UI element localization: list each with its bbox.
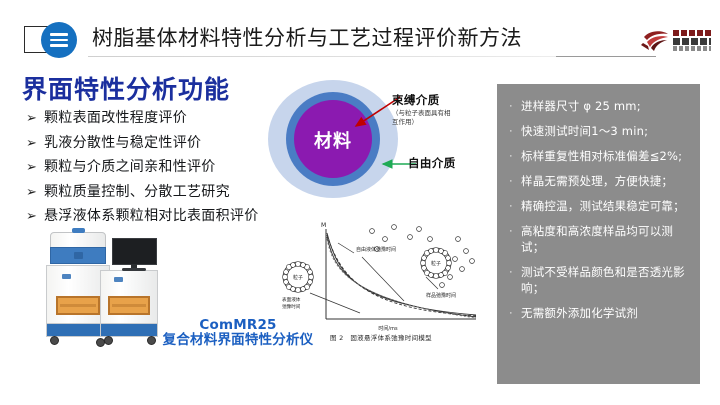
brand-logo (640, 28, 711, 56)
monitor-stand (122, 268, 146, 271)
list-item-label: 快速测试时间1～3 min; (521, 124, 649, 138)
list-item: ➢ 颗粒与介质之间亲和性评价 (26, 159, 316, 176)
list-item-label: 颗粒表面改性程度评价 (44, 110, 187, 126)
instrument-caption: ComMR25 复合材料界面特性分析仪 (158, 318, 318, 348)
instrument-brand-mark (114, 277, 123, 282)
instrument-caster (147, 336, 156, 345)
material-core-label: 材料 (314, 131, 352, 152)
monitor-neck (131, 264, 137, 269)
list-item-label: 测试不受样品颜色和是否透光影响； (521, 265, 685, 295)
instrument-drawer-knob (74, 252, 83, 259)
bound-medium-arrow (354, 96, 401, 127)
instrument-caster (50, 336, 59, 345)
hamburger-icon[interactable] (41, 22, 77, 58)
relaxation-time-figure: M 时间/ms 自由液体弛豫时间 表面液体 弛豫时间 样品弛豫时间 (282, 222, 477, 332)
specs-panel: · 进样器尺寸 φ 25 mm; · 快速测试时间1～3 min; · 标样重复… (497, 84, 700, 384)
instrument-brand-mark (62, 274, 71, 279)
page-title: 树脂基体材料特性分析与工艺过程评价新方法 (92, 26, 522, 50)
material-core-circle: 材料 (294, 100, 372, 178)
instrument-caster (104, 336, 113, 345)
logo-wordmark (673, 30, 711, 51)
list-item-label: 无需额外添加化学试剂 (521, 306, 638, 320)
instrument-name: 复合材料界面特性分析仪 (162, 332, 314, 348)
figure-label-sample: 样品弛豫时间 (426, 292, 456, 299)
figure-free-molecules (369, 224, 475, 288)
monitor-screen (112, 238, 157, 265)
figure-label-surface: 表面液体 (282, 296, 301, 303)
figure-label-surface2: 弛豫时间 (282, 303, 301, 310)
list-item: · 快速测试时间1～3 min; (497, 123, 700, 139)
instrument-model: ComMR25 (199, 317, 277, 333)
instrument-base-right (100, 323, 158, 337)
bullet-arrow-icon: ➢ (26, 209, 37, 224)
list-item-label: 精确控温，测试结果稳定可靠； (521, 199, 685, 213)
instrument-window-right (108, 296, 150, 315)
bound-medium-title: 束缚介质 (392, 93, 440, 107)
figure-particle-right: 粒子 (420, 247, 452, 279)
bullet-dot-icon: · (509, 200, 513, 212)
instrument-handle (72, 228, 85, 233)
list-item: · 无需额外添加化学试剂 (497, 305, 700, 321)
list-item-label: 进样器尺寸 φ 25 mm; (521, 99, 641, 113)
list-item: ➢ 乳液分散性与稳定性评价 (26, 135, 316, 152)
figure-particle-left: 粒子 (282, 261, 314, 293)
diagram-arrows (354, 96, 416, 169)
list-item: · 精确控温，测试结果稳定可靠； (497, 198, 700, 214)
specs-list: · 进样器尺寸 φ 25 mm; · 快速测试时间1～3 min; · 标样重复… (497, 84, 700, 321)
list-item: ➢ 颗粒质量控制、分散工艺研究 (26, 184, 316, 201)
bound-medium-note: （与粒子表面具有相互作用） (392, 109, 451, 126)
bullet-arrow-icon: ➢ (26, 135, 37, 151)
list-item: ➢ 颗粒表面改性程度评价 (26, 110, 316, 127)
feature-list: ➢ 颗粒表面改性程度评价 ➢ 乳液分散性与稳定性评价 ➢ 颗粒与介质之间亲和性评… (26, 110, 316, 233)
bullet-arrow-icon: ➢ (26, 111, 37, 126)
list-item-label: 乳液分散性与稳定性评价 (44, 134, 202, 151)
list-item-label: 悬浮液体系颗粒相对比表面积评价 (44, 208, 259, 224)
instrument-photo (34, 228, 184, 356)
list-item: ➢ 悬浮液体系颗粒相对比表面积评价 (26, 208, 316, 225)
figure-y-axis-label: M (321, 222, 326, 229)
bullet-dot-icon: · (509, 225, 513, 237)
bullet-dot-icon: · (509, 125, 513, 137)
list-item-label: 颗粒质量控制、分散工艺研究 (44, 183, 230, 200)
free-medium-label: 自由介质 (408, 156, 456, 170)
header-divider (88, 56, 648, 57)
svg-text:粒子: 粒子 (293, 274, 303, 281)
bullet-dot-icon: · (509, 307, 513, 319)
bullet-dot-icon: · (509, 150, 513, 162)
section-title: 界面特性分析功能 (22, 75, 231, 104)
figure-caption: 图 2 固液悬浮体系弛豫时间模型 (329, 334, 432, 342)
bullet-dot-icon: · (509, 266, 513, 278)
medium-structure-diagram: 材料 (268, 80, 398, 198)
figure-label-free: 自由液体弛豫时间 (356, 246, 396, 253)
svg-text:粒子: 粒子 (431, 260, 441, 267)
slide-header: 树脂基体材料特性分析与工艺过程评价新方法 (0, 0, 720, 62)
list-item: · 标样重复性相对标准偏差≦2%; (497, 148, 700, 164)
list-item-label: 颗粒与介质之间亲和性评价 (44, 159, 216, 175)
list-item: · 进样器尺寸 φ 25 mm; (497, 98, 700, 114)
list-item-label: 样晶无需预处理，方便快捷； (521, 174, 674, 188)
bound-medium-label: 束缚介质 （与粒子表面具有相互作用） (392, 92, 482, 126)
list-item-label: 高粘度和高浓度样品均可以测试； (521, 224, 674, 254)
rog-eye-icon (641, 31, 668, 51)
bullet-arrow-icon: ➢ (26, 160, 37, 175)
list-item: · 样晶无需预处理，方便快捷； (497, 173, 700, 189)
bullet-arrow-icon: ➢ (26, 184, 37, 200)
figure-x-axis-label: 时间/ms (378, 325, 398, 332)
list-item-label: 标样重复性相对标准偏差≦2%; (521, 149, 683, 163)
list-item: · 高粘度和高浓度样品均可以测试； (497, 223, 700, 255)
instrument-window-left (56, 296, 100, 315)
bullet-dot-icon: · (509, 100, 513, 112)
bullet-dot-icon: · (509, 175, 513, 187)
header-divider-accent (556, 56, 656, 57)
list-item: · 测试不受样品颜色和是否透光影响； (497, 264, 700, 296)
